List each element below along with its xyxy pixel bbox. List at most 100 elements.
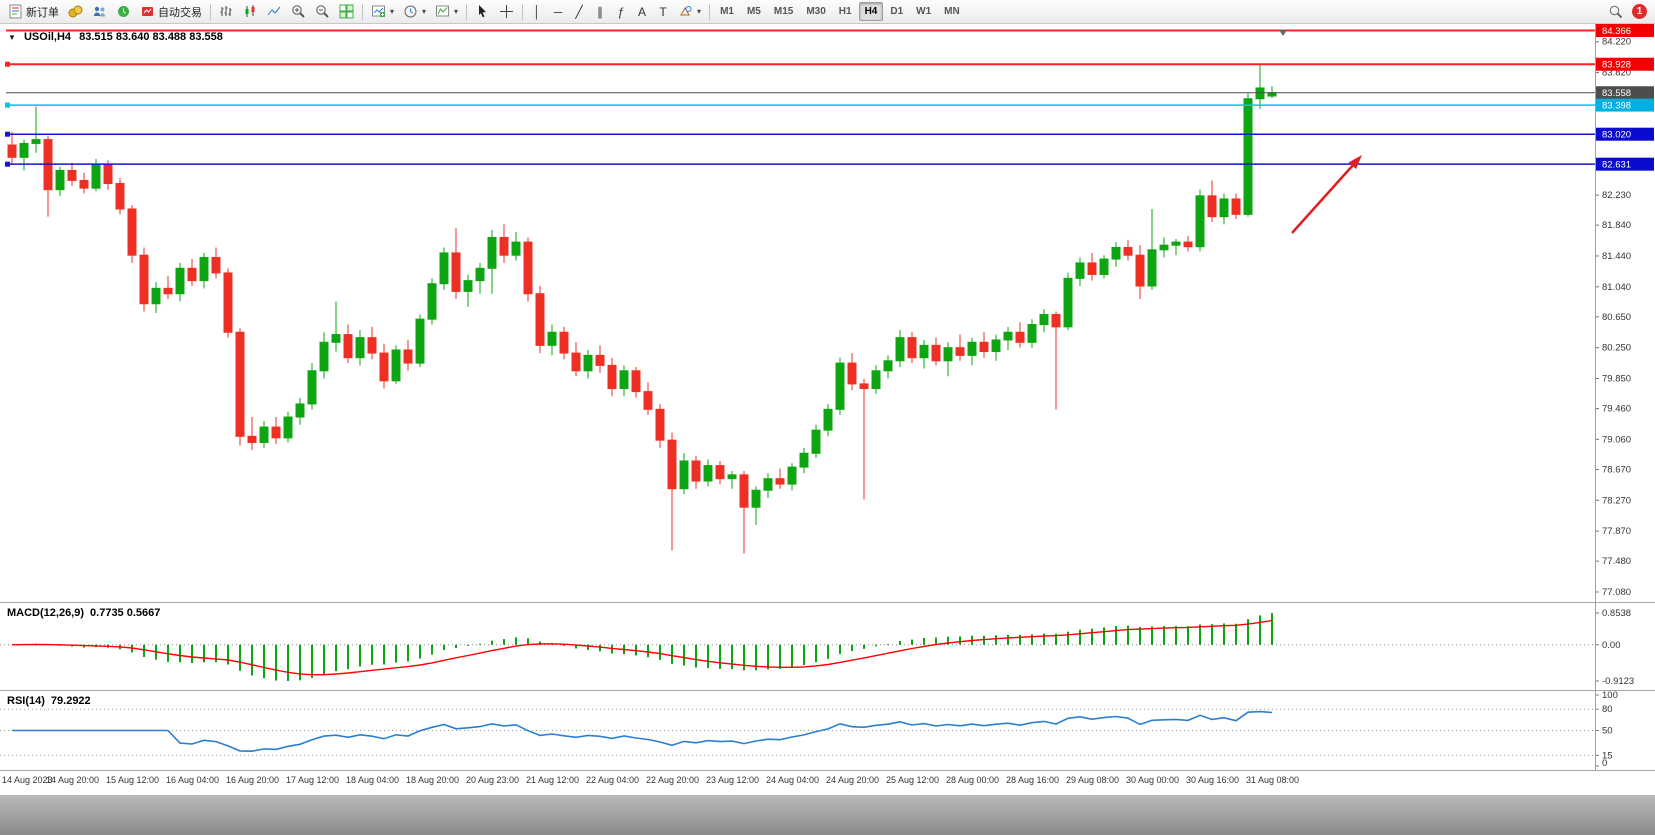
toolbar-separator	[362, 3, 363, 20]
toolbar-separator	[522, 3, 524, 20]
rsi-label: RSI(14) 79.2922	[7, 695, 97, 707]
horizontal-level-lines[interactable]	[5, 29, 1595, 167]
chart-symbol-period: USOil,H4	[23, 31, 72, 43]
time-axis-label: 31 Aug 08:00	[1246, 775, 1300, 785]
timeframe-button-m15[interactable]: M15	[773, 6, 794, 17]
bar-chart-mode-button[interactable]	[215, 2, 238, 22]
time-axis-label: 16 Aug 04:00	[166, 775, 220, 785]
svg-text:81.040: 81.040	[1602, 282, 1631, 293]
market-watch-button[interactable]	[64, 2, 87, 22]
timeframe-button-m5[interactable]: M5	[746, 6, 761, 17]
timeframe-group: M1 M5 M15 M30 H1 H4 D1 W1 MN	[714, 2, 966, 21]
shapes-button[interactable]	[674, 2, 705, 22]
time-axis-label: 22 Aug 20:00	[646, 775, 700, 785]
macd-indicator-panel[interactable]: 0.8538 0.00 -0.9123 MACD(12,26,9) 0.7735 0.…	[0, 602, 1655, 690]
auto-trading-button[interactable]: 自动交易	[136, 2, 206, 22]
svg-text:100: 100	[1602, 691, 1618, 701]
svg-text:0.8538: 0.8538	[1602, 608, 1631, 619]
price-shift-marker[interactable]	[1279, 30, 1287, 36]
contacts-icon	[94, 6, 105, 17]
accounts-button[interactable]	[88, 2, 111, 22]
timeframe-button-h4[interactable]: H4	[858, 2, 884, 21]
timeframe-button-m1[interactable]: M1	[720, 6, 734, 17]
time-axis-label: 30 Aug 00:00	[1126, 775, 1180, 785]
main-toolbar: 新订单 自动交易	[0, 0, 1655, 24]
main-chart-svg[interactable]: 84.220 83.820 82.230 81.840 81.440 81.040 80.6…	[0, 23, 1655, 602]
svg-text:78.670: 78.670	[1602, 464, 1631, 475]
fibonacci-tool[interactable]: ƒ	[617, 4, 625, 19]
time-axis-label: 29 Aug 08:00	[1066, 775, 1120, 785]
rsi-indicator-panel[interactable]: 100 80 50 15 0 RSI(14) 79.2922	[0, 690, 1655, 770]
notification-badge[interactable]: 1	[1632, 4, 1647, 19]
text-label-tool[interactable]: T	[659, 4, 667, 19]
equidistant-channel-tool[interactable]: ∥	[597, 4, 604, 19]
rsi-value: 79.2922	[50, 695, 91, 707]
timeframe-button-w1[interactable]: W1	[916, 6, 932, 17]
time-axis[interactable]: 14 Aug 2023 14 Aug 20:00 15 Aug 12:00 16 Au…	[0, 770, 1655, 795]
price-axis-separator	[1595, 24, 1596, 770]
macd-label: MACD(12,26,9) 0.7735 0.5667	[7, 607, 166, 619]
svg-text:83.928: 83.928	[1602, 60, 1631, 71]
indicators-button[interactable]	[431, 2, 462, 22]
tile-windows-button[interactable]	[335, 2, 358, 22]
macd-title: MACD(12,26,9)	[7, 607, 85, 619]
svg-text:83.398: 83.398	[1602, 101, 1631, 112]
svg-text:77.080: 77.080	[1602, 587, 1631, 598]
horizontal-line-tool[interactable]: ─	[553, 4, 563, 19]
timeframe-button-h1[interactable]: H1	[838, 6, 852, 17]
trend-arrow-annotation[interactable]	[1291, 155, 1362, 234]
line-chart-icon	[267, 6, 281, 16]
chart-header: USOil,H4 83.515 83.640 83.488 83.558	[8, 31, 228, 43]
svg-text:80: 80	[1602, 704, 1613, 715]
svg-text:81.440: 81.440	[1602, 251, 1631, 262]
new-chart-icon	[372, 5, 385, 17]
svg-text:79.460: 79.460	[1602, 404, 1631, 415]
main-chart-panel[interactable]: 84.220 83.820 82.230 81.840 81.440 81.040 80.6…	[0, 23, 1655, 602]
zoom-out-icon	[316, 5, 329, 18]
time-axis-label: 21 Aug 12:00	[526, 775, 580, 785]
search-icon	[1609, 5, 1623, 19]
svg-text:84.366: 84.366	[1602, 26, 1631, 37]
price-axis-ticks: 84.220 83.820 82.230 81.840 81.440 81.040 80.6…	[1595, 37, 1631, 598]
time-axis-label: 15 Aug 12:00	[106, 775, 160, 785]
time-axis-label: 14 Aug 20:00	[46, 775, 100, 785]
chart-collapse-icon[interactable]	[8, 31, 16, 43]
svg-text:77.480: 77.480	[1602, 556, 1631, 567]
zoom-in-icon	[292, 5, 305, 18]
chart-period-button[interactable]	[399, 2, 430, 22]
new-chart-button[interactable]	[367, 2, 398, 22]
svg-text:83.820: 83.820	[1602, 68, 1631, 79]
green-clock-icon	[118, 6, 129, 17]
new-order-icon	[9, 4, 22, 19]
svg-text:82.631: 82.631	[1602, 160, 1631, 171]
candlestick-mode-button[interactable]	[239, 2, 262, 22]
time-axis-label: 30 Aug 16:00	[1186, 775, 1240, 785]
zoom-out-button[interactable]	[311, 2, 334, 22]
trendline-tool[interactable]: ╱	[575, 4, 583, 19]
zoom-in-button[interactable]	[287, 2, 310, 22]
macd-values: 0.7735 0.5667	[90, 607, 161, 619]
time-axis-label: 18 Aug 04:00	[346, 775, 400, 785]
text-tool[interactable]: A	[638, 4, 647, 19]
new-order-button[interactable]: 新订单	[4, 2, 63, 22]
timeframe-button-d1[interactable]: D1	[890, 6, 904, 17]
search-button[interactable]	[1604, 2, 1627, 22]
window-bottom-strip	[0, 795, 1655, 835]
line-chart-mode-button[interactable]	[263, 2, 286, 22]
time-axis-label: 28 Aug 00:00	[946, 775, 1000, 785]
svg-text:-0.9123: -0.9123	[1602, 676, 1634, 687]
time-axis-label: 24 Aug 20:00	[826, 775, 880, 785]
period-clock-icon	[404, 5, 417, 18]
vertical-line-tool[interactable]: │	[533, 4, 541, 19]
toolbar-separator	[709, 3, 711, 20]
timeframe-button-m30[interactable]: M30	[806, 6, 826, 17]
svg-text:79.060: 79.060	[1602, 434, 1631, 445]
svg-text:83.558: 83.558	[1602, 88, 1631, 99]
macd-signal-line	[11, 619, 1273, 676]
cursor-mode-button[interactable]	[471, 2, 494, 22]
svg-text:80.250: 80.250	[1602, 343, 1631, 354]
crosshair-mode-button[interactable]	[495, 2, 518, 22]
history-center-button[interactable]	[112, 2, 135, 22]
timeframe-button-mn[interactable]: MN	[944, 6, 960, 17]
